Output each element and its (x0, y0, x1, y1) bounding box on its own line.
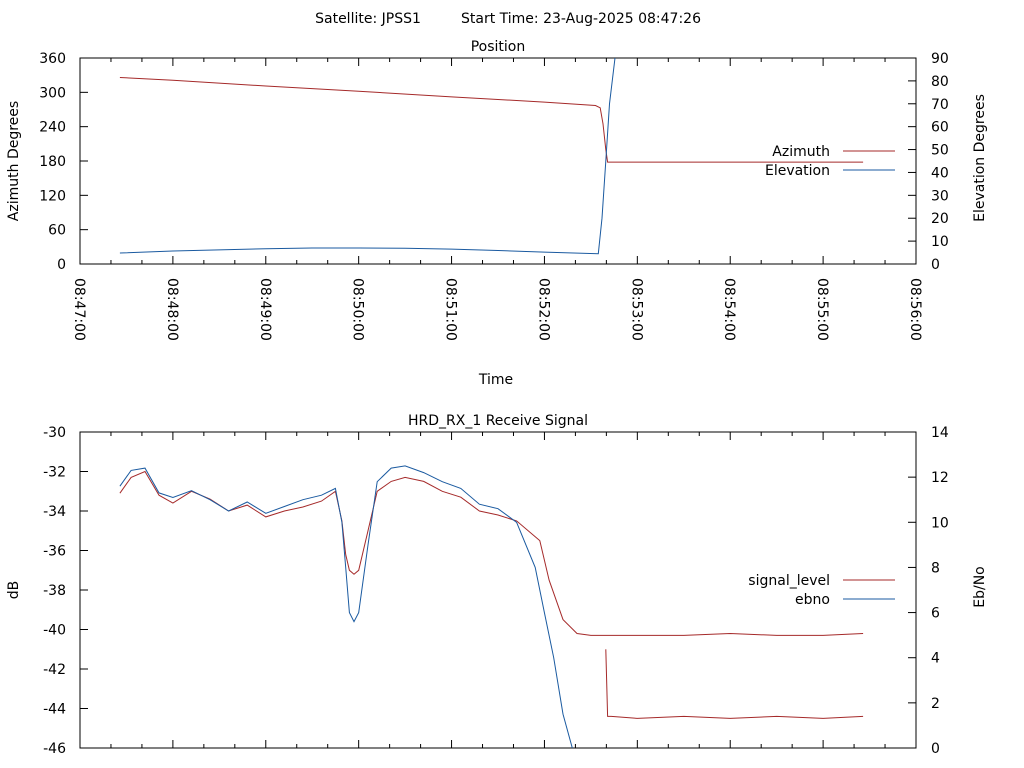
y-left-tick-label: -42 (43, 662, 66, 678)
y-left-tick-label: -38 (43, 583, 66, 599)
y-right-tick-label: 10 (931, 515, 949, 531)
y-right-tick-label: 4 (931, 651, 940, 667)
chart-title: HRD_RX_1 Receive Signal (408, 413, 588, 429)
x-tick-label: 08:54:00 (721, 278, 737, 341)
y-left-tick-label: 360 (39, 51, 66, 67)
series-line-azimuth (119, 77, 864, 163)
chart-title: Position (471, 39, 526, 55)
x-tick-label: 08:53:00 (628, 278, 644, 341)
y-right-tick-label: 30 (931, 188, 949, 204)
x-tick-label: 08:56:00 (907, 278, 923, 341)
y-right-tick-label: 12 (931, 470, 949, 486)
y-right-axis-label: Elevation Degrees (972, 94, 988, 222)
y-right-tick-label: 80 (931, 74, 949, 90)
y-right-axis-label: Eb/No (972, 566, 988, 608)
y-right-tick-label: 60 (931, 120, 949, 136)
y-left-tick-label: 60 (48, 223, 66, 239)
position-chart: Position 08:47:00 08:48:00 08:49:00 08:50:00… (6, 39, 988, 388)
x-tick-label: 08:48:00 (164, 278, 180, 341)
series-line-ebno (119, 465, 573, 748)
y-right-tick-label: 20 (931, 211, 949, 227)
y-right-tick-label: 50 (931, 143, 949, 159)
y-left-tick-label: 120 (39, 188, 66, 204)
y-right-tick-label: 6 (931, 606, 940, 622)
y-left-tick-label: -36 (43, 544, 66, 560)
legend-label-ebno: ebno (795, 592, 830, 608)
x-axis-label: Time (478, 372, 513, 388)
start-time-label: Start Time: 23-Aug-2025 08:47:26 (461, 11, 701, 27)
y-left-tick-label: 180 (39, 154, 66, 170)
y-right-tick-label: 70 (931, 97, 949, 113)
x-tick-label: 08:47:00 (71, 278, 87, 341)
y-right-tick-label: 0 (931, 257, 940, 273)
y-left-tick-label: -40 (43, 623, 66, 639)
y-right-tick-label: 10 (931, 234, 949, 250)
series-line-signal_level-tail (605, 649, 864, 719)
y-left-tick-label: 240 (39, 120, 66, 136)
y-left-tick-label: -32 (43, 465, 66, 481)
y-left-tick-label: -46 (43, 741, 66, 757)
y-left-tick-label: -44 (43, 702, 66, 718)
y-right-tick-label: 2 (931, 696, 940, 712)
y-left-tick-label: 300 (39, 85, 66, 101)
y-right-tick-label: 8 (931, 560, 940, 576)
y-right-tick-label: 14 (931, 425, 949, 441)
x-tick-label: 08:51:00 (443, 278, 459, 341)
y-left-tick-label: -30 (43, 425, 66, 441)
x-tick-label: 08:55:00 (814, 278, 830, 341)
receive-signal-chart: HRD_RX_1 Receive Signal -30 -32 -34 -36 -38 -4… (6, 413, 988, 757)
y-left-tick-label: 0 (57, 257, 66, 273)
y-left-axis-label: Azimuth Degrees (6, 101, 22, 221)
y-right-tick-label: 90 (931, 51, 949, 67)
x-tick-label: 08:52:00 (535, 278, 551, 341)
y-right-tick-label: 0 (931, 741, 940, 757)
x-tick-label: 08:49:00 (257, 278, 273, 341)
legend-label-azimuth: Azimuth (772, 144, 830, 160)
satellite-label: Satellite: JPSS1 (315, 11, 421, 27)
x-tick-label: 08:50:00 (350, 278, 366, 341)
y-right-tick-label: 40 (931, 165, 949, 181)
y-left-tick-label: -34 (43, 504, 66, 520)
y-left-axis-label: dB (6, 581, 22, 600)
legend-label-elevation: Elevation (765, 163, 830, 179)
series-line-elevation (119, 58, 616, 255)
legend-label-signal_level: signal_level (748, 573, 830, 589)
